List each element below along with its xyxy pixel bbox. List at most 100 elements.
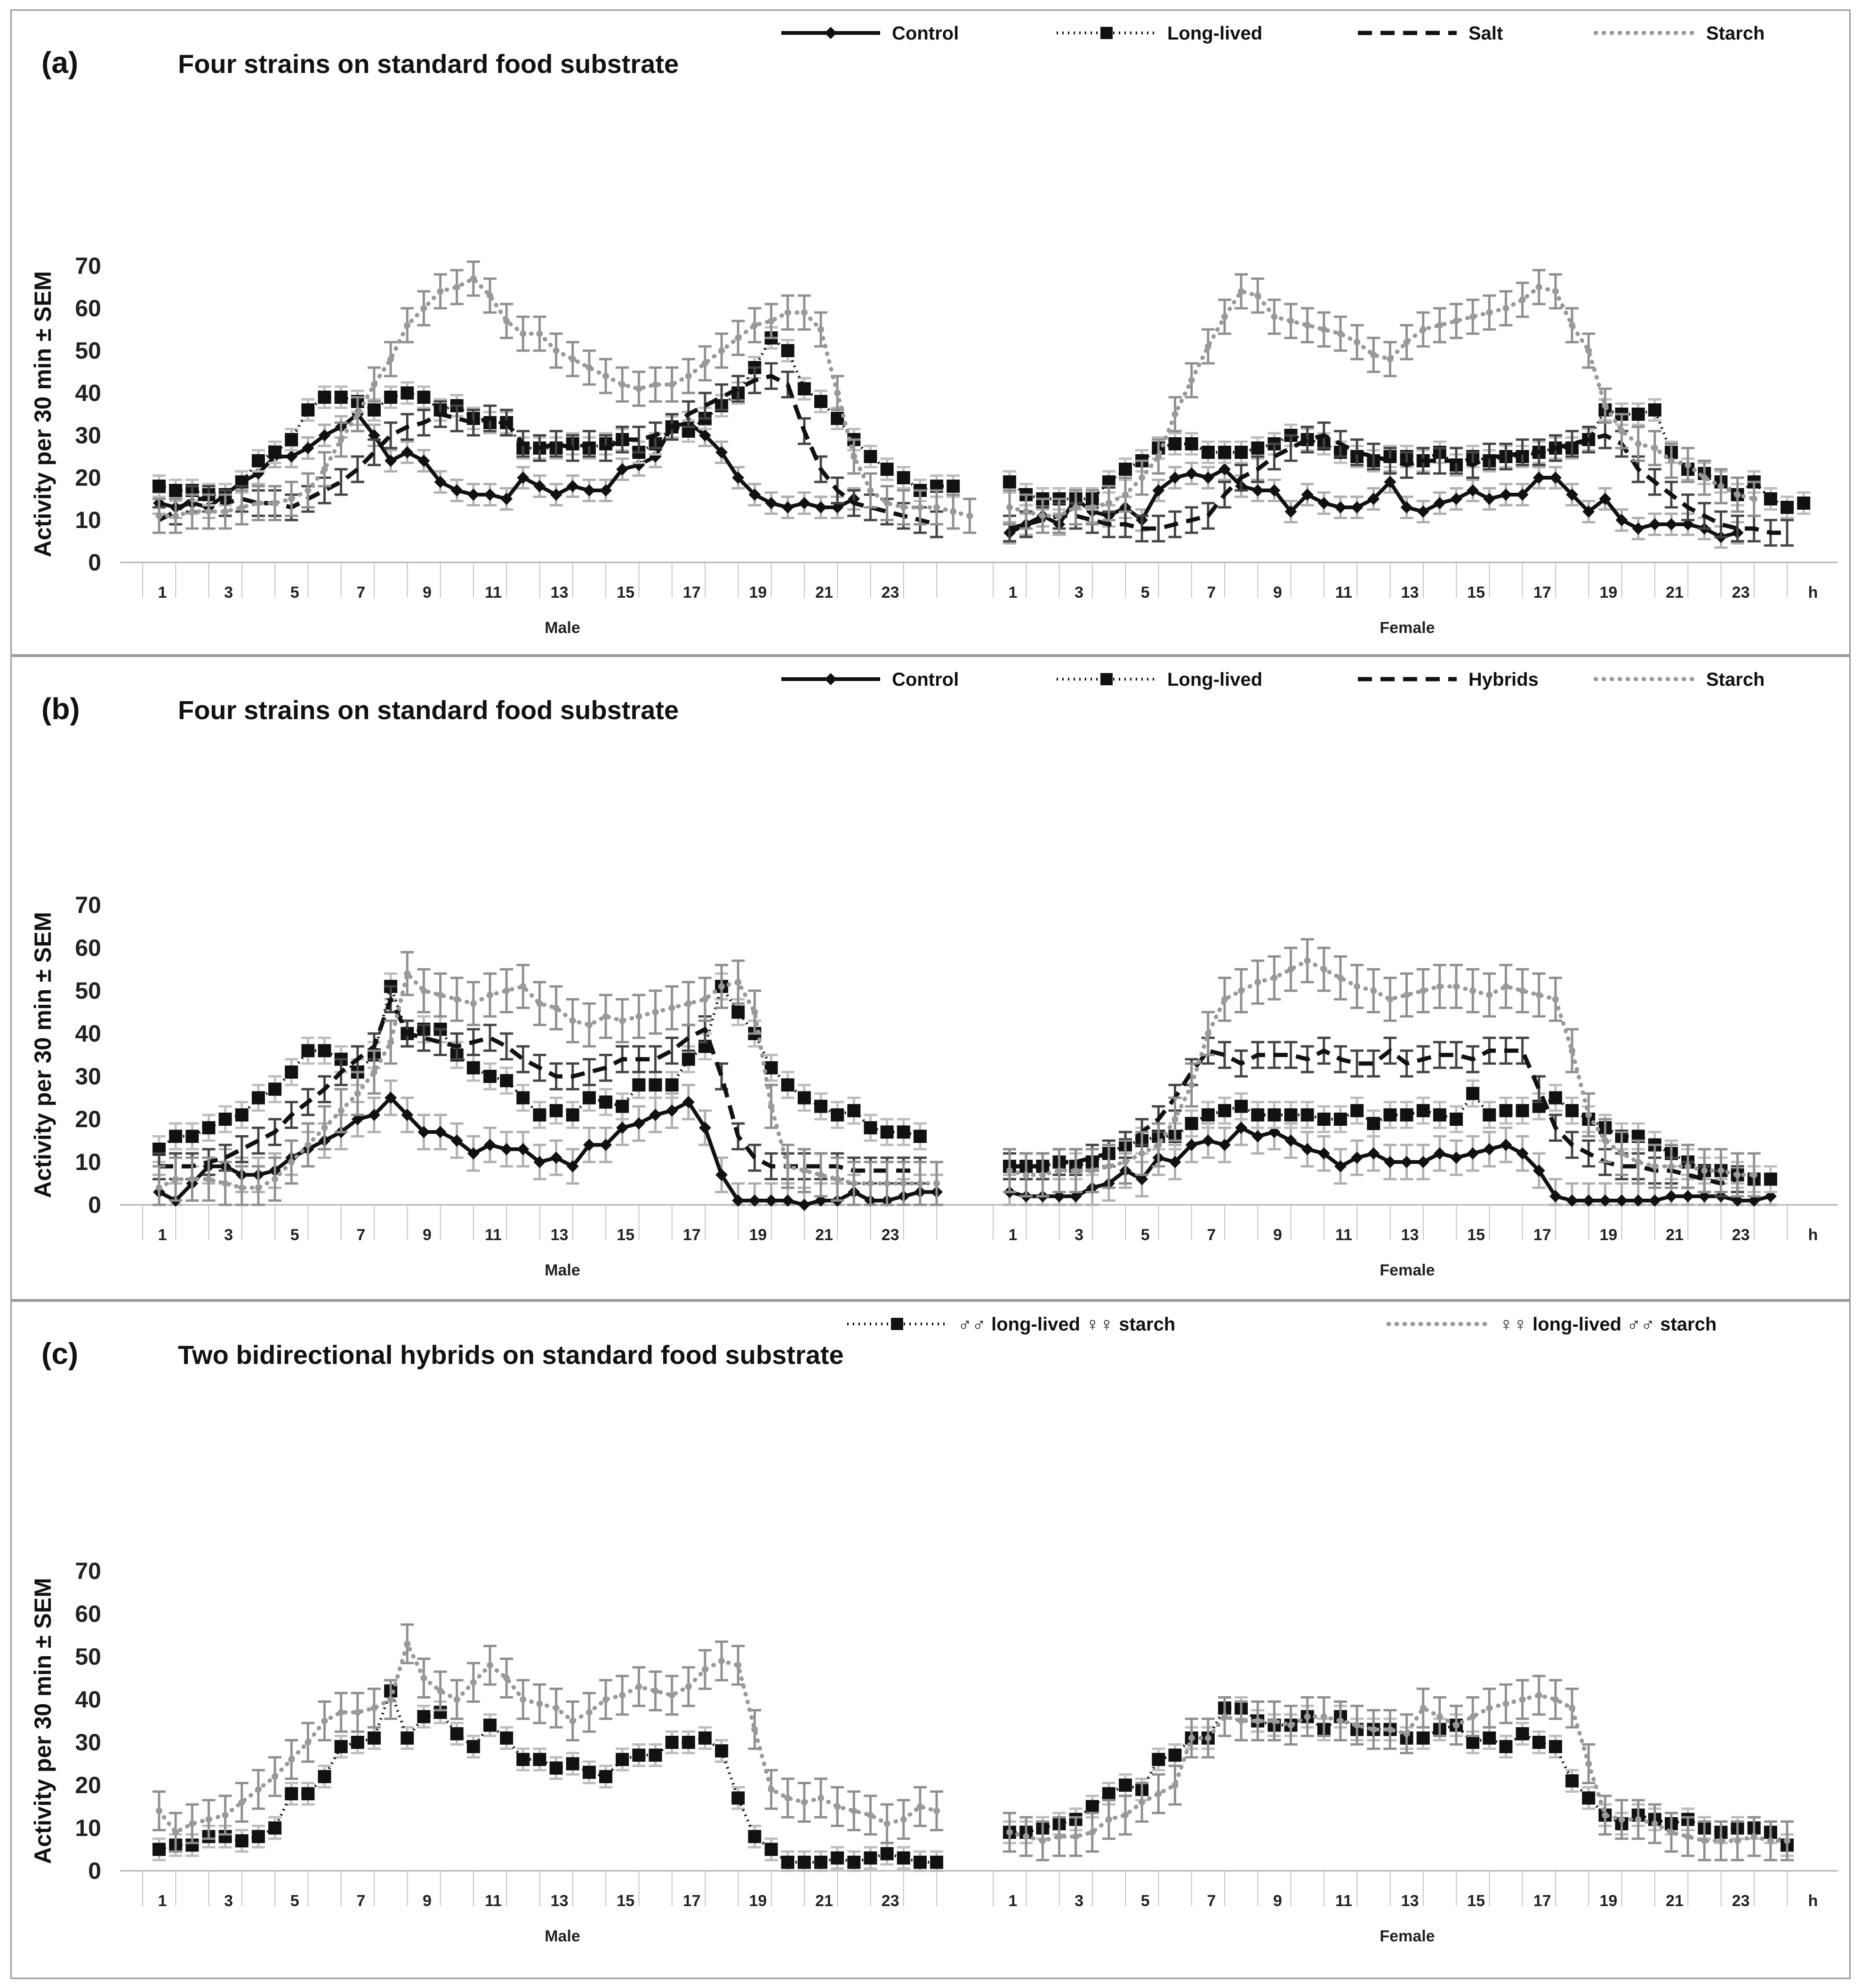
data-point-dot <box>1502 983 1509 990</box>
data-point-square <box>913 1855 927 1869</box>
data-point-diamond <box>1384 476 1396 488</box>
data-point-diamond <box>1301 489 1314 501</box>
data-point-diamond <box>649 1108 662 1121</box>
data-point-square <box>401 1731 414 1745</box>
y-tick-label: 70 <box>75 253 101 279</box>
y-tick-label: 60 <box>75 295 101 321</box>
x-tick-label: 17 <box>1533 584 1551 601</box>
data-point-diamond <box>450 1134 463 1147</box>
data-point-square <box>599 1770 613 1783</box>
data-point-square <box>1400 1108 1413 1122</box>
data-point-dot <box>404 322 411 329</box>
data-point-square <box>549 1104 563 1117</box>
data-point-diamond <box>533 1156 546 1168</box>
x-group-label: Male <box>545 1927 580 1945</box>
data-point-square <box>781 1078 794 1092</box>
x-tick-label: 23 <box>882 584 899 601</box>
x-tick-label: 17 <box>1533 1226 1551 1244</box>
x-tick-label: 3 <box>1075 584 1083 601</box>
data-point-dot <box>751 322 758 329</box>
data-point-square <box>1218 446 1231 459</box>
data-point-square <box>152 1843 166 1856</box>
data-point-dot <box>718 1658 725 1665</box>
data-point-square <box>516 1091 530 1105</box>
data-point-square <box>533 1108 546 1122</box>
data-point-square <box>748 1830 762 1844</box>
data-point-square <box>582 1091 596 1105</box>
data-point-dot <box>1006 1829 1013 1836</box>
data-point-dot <box>1486 309 1493 316</box>
x-group-label: Female <box>1380 619 1435 637</box>
data-point-diamond <box>815 1194 827 1207</box>
data-point-dot <box>619 1017 626 1024</box>
data-point-dot <box>900 1180 907 1187</box>
legend-label: Salt <box>1468 23 1503 44</box>
data-point-dot <box>916 504 923 511</box>
x-tick-label: 1 <box>158 584 167 601</box>
data-point-dot <box>652 381 659 388</box>
y-tick-label: 50 <box>75 1643 101 1670</box>
data-point-diamond <box>550 489 562 501</box>
data-point-dot <box>255 1184 262 1191</box>
data-point-square <box>814 1855 827 1869</box>
data-point-dot <box>387 1039 394 1046</box>
x-tick-label: 23 <box>1732 1892 1750 1910</box>
data-point-dot <box>1535 1691 1542 1699</box>
x-tick-label: 19 <box>1599 1892 1617 1910</box>
data-point-dot <box>933 1180 940 1187</box>
data-point-diamond <box>1268 484 1281 497</box>
data-point-dot <box>1320 1713 1327 1720</box>
data-point-dot <box>536 1700 543 1707</box>
data-point-square <box>334 391 348 404</box>
data-point-dot <box>354 1090 361 1097</box>
data-point-diamond <box>1665 1190 1677 1202</box>
data-point-dot <box>1618 1150 1625 1157</box>
data-point-diamond <box>1549 472 1562 484</box>
data-point-dot <box>1072 504 1079 511</box>
data-point-square <box>235 1108 249 1122</box>
x-tick-label: 19 <box>1599 584 1617 601</box>
data-point-square <box>1102 1787 1115 1801</box>
data-point-square <box>582 1765 596 1779</box>
data-point-square <box>682 1736 695 1749</box>
data-point-square <box>417 391 431 404</box>
data-point-dot <box>1635 1159 1642 1165</box>
data-point-dot <box>685 1683 692 1690</box>
data-point-dot <box>1304 1713 1311 1720</box>
data-point-diamond <box>401 446 414 458</box>
data-point-diamond <box>748 489 761 501</box>
data-point-square <box>483 1718 497 1732</box>
data-point-dot <box>1585 347 1592 354</box>
data-point-diamond <box>1467 1147 1479 1160</box>
data-point-square <box>831 1108 844 1122</box>
data-point-dot <box>801 1167 808 1174</box>
x-tick-label: 7 <box>1207 1226 1216 1244</box>
data-point-square <box>268 446 282 459</box>
data-point-dot <box>867 487 874 494</box>
legend-label: Starch <box>1706 23 1765 44</box>
data-point-dot <box>354 411 361 417</box>
data-point-square <box>1416 1104 1430 1117</box>
data-point-diamond <box>1334 501 1347 513</box>
data-point-square <box>301 1044 315 1058</box>
data-point-dot <box>1056 513 1063 519</box>
data-point-dot <box>470 1000 477 1007</box>
x-tick-label: 21 <box>1666 1226 1684 1244</box>
data-point-square <box>880 1125 894 1139</box>
data-point-dot <box>1023 1833 1030 1840</box>
data-point-square <box>632 1748 646 1762</box>
panel-title: Four strains on standard food substrate <box>178 695 679 725</box>
data-point-dot <box>801 309 808 316</box>
data-point-diamond <box>1532 1164 1545 1177</box>
data-point-dot <box>1387 1726 1394 1733</box>
data-point-square <box>797 1855 811 1869</box>
data-point-dot <box>1039 513 1046 519</box>
x-tick-label: 17 <box>683 1226 701 1244</box>
data-point-square <box>1450 1113 1463 1126</box>
data-point-square <box>417 1710 431 1723</box>
x-tick-label: 13 <box>551 1226 569 1244</box>
data-point-diamond <box>600 1138 612 1151</box>
data-point-dot <box>1701 1837 1708 1844</box>
data-point-dot <box>1188 1082 1195 1089</box>
